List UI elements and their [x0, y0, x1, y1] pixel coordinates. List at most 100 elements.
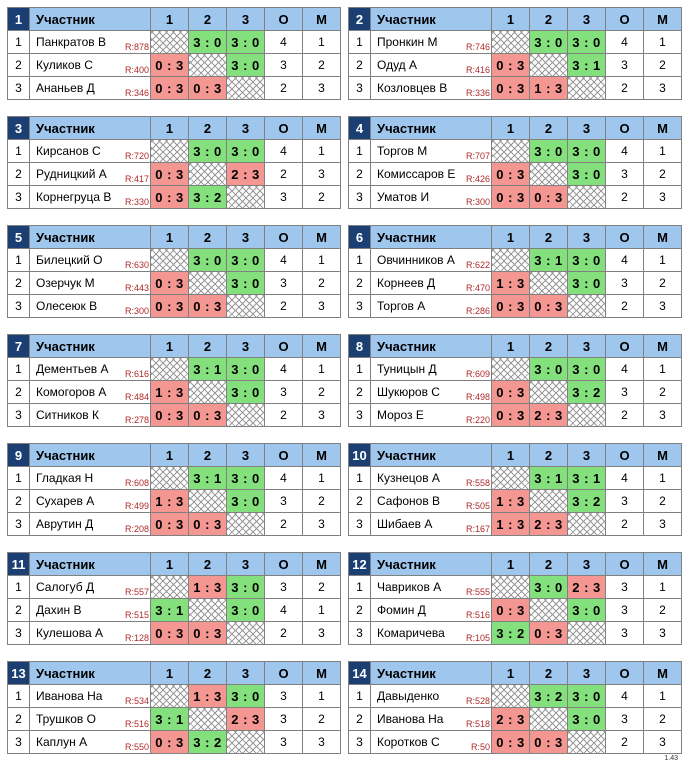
player-name: Аврутин Д — [36, 517, 94, 531]
column-header-1: 1 — [150, 7, 189, 31]
match-result-cell: 3 : 0 — [567, 707, 606, 731]
player-rating: R:336 — [464, 88, 490, 98]
match-result-cell: 1 : 3 — [491, 512, 530, 536]
match-result-cell: 0 : 3 — [188, 621, 227, 645]
match-result-cell: 0 : 3 — [150, 621, 189, 645]
player-index: 1 — [7, 575, 30, 599]
column-header-2: 2 — [529, 661, 568, 685]
player-place: 3 — [302, 621, 341, 645]
participant-header: Участник — [29, 443, 151, 467]
player-rating: R:558 — [464, 478, 490, 488]
player-rating: R:484 — [123, 392, 149, 402]
player-points: 4 — [264, 248, 303, 272]
column-header-2: 2 — [188, 7, 227, 31]
match-result-cell: 3 : 1 — [567, 466, 606, 490]
player-place: 2 — [302, 271, 341, 295]
player-points: 3 — [264, 730, 303, 754]
player-rating: R:557 — [123, 587, 149, 597]
match-result-cell: 3 : 1 — [188, 357, 227, 381]
player-index: 3 — [348, 76, 371, 100]
player-rating: R:417 — [123, 174, 149, 184]
player-rating: R:516 — [464, 610, 490, 620]
player-points: 4 — [605, 466, 644, 490]
column-header-2: 2 — [529, 334, 568, 358]
player-name-cell: Комаричева R:105 — [370, 621, 492, 645]
player-place: 2 — [643, 598, 682, 622]
group-number: 14 — [348, 661, 371, 685]
player-name: Комиссаров Е — [377, 167, 456, 181]
self-match-cell — [188, 598, 227, 622]
player-rating: R:630 — [123, 260, 149, 270]
match-result-cell: 3 : 0 — [567, 248, 606, 272]
self-match-cell — [491, 248, 530, 272]
player-name-cell: Чавриков А R:555 — [370, 575, 492, 599]
player-points: 3 — [605, 380, 644, 404]
player-rating: R:616 — [123, 369, 149, 379]
player-place: 3 — [643, 403, 682, 427]
player-place: 3 — [302, 162, 341, 186]
player-points: 2 — [605, 294, 644, 318]
player-points: 3 — [264, 684, 303, 708]
column-header-3: 3 — [567, 7, 606, 31]
match-result-cell: 3 : 0 — [529, 575, 568, 599]
self-match-cell — [226, 512, 265, 536]
self-match-cell — [529, 707, 568, 731]
match-result-cell: 0 : 3 — [529, 185, 568, 209]
player-place: 3 — [643, 512, 682, 536]
player-points: 3 — [264, 380, 303, 404]
participant-header: Участник — [29, 661, 151, 685]
player-name-cell: Иванова На R:518 — [370, 707, 492, 731]
participant-header: Участник — [370, 661, 492, 685]
player-rating: R:416 — [464, 65, 490, 75]
match-result-cell: 3 : 1 — [150, 598, 189, 622]
column-header-1: 1 — [491, 225, 530, 249]
match-result-cell: 3 : 0 — [226, 489, 265, 513]
player-place: 2 — [302, 185, 341, 209]
column-header-1: 1 — [491, 443, 530, 467]
self-match-cell — [529, 380, 568, 404]
player-points: 2 — [605, 730, 644, 754]
player-rating: R:105 — [464, 633, 490, 643]
player-name-cell: Ситников К R:278 — [29, 403, 151, 427]
player-rating: R:746 — [464, 42, 490, 52]
player-rating: R:208 — [123, 524, 149, 534]
column-header-1: 1 — [491, 552, 530, 576]
player-place: 3 — [643, 294, 682, 318]
column-header-3: 3 — [226, 7, 265, 31]
match-result-cell: 0 : 3 — [491, 730, 530, 754]
match-result-cell: 1 : 3 — [188, 684, 227, 708]
place-header: М — [302, 443, 341, 467]
player-name-cell: Комогоров А R:484 — [29, 380, 151, 404]
self-match-cell — [529, 162, 568, 186]
column-header-2: 2 — [188, 552, 227, 576]
place-header: М — [302, 116, 341, 140]
player-points: 2 — [264, 294, 303, 318]
player-name: Пронкин М — [377, 35, 438, 49]
player-place: 3 — [302, 403, 341, 427]
player-index: 3 — [7, 621, 30, 645]
match-result-cell: 0 : 3 — [150, 512, 189, 536]
group-header-row: 12 Участник 1 2 3 О М — [348, 552, 682, 576]
player-index: 2 — [7, 271, 30, 295]
match-result-cell: 0 : 3 — [188, 403, 227, 427]
player-index: 3 — [348, 730, 371, 754]
player-name: Рудницкий А — [36, 167, 107, 181]
player-name: Иванова На — [377, 712, 444, 726]
match-result-cell: 3 : 0 — [567, 684, 606, 708]
match-result-cell: 3 : 0 — [567, 357, 606, 381]
player-rating: R:720 — [123, 151, 149, 161]
player-index: 1 — [348, 684, 371, 708]
player-index: 2 — [7, 598, 30, 622]
group-number: 1 — [7, 7, 30, 31]
group-number: 4 — [348, 116, 371, 140]
points-header: О — [264, 443, 303, 467]
self-match-cell — [150, 466, 189, 490]
player-index: 2 — [348, 53, 371, 77]
